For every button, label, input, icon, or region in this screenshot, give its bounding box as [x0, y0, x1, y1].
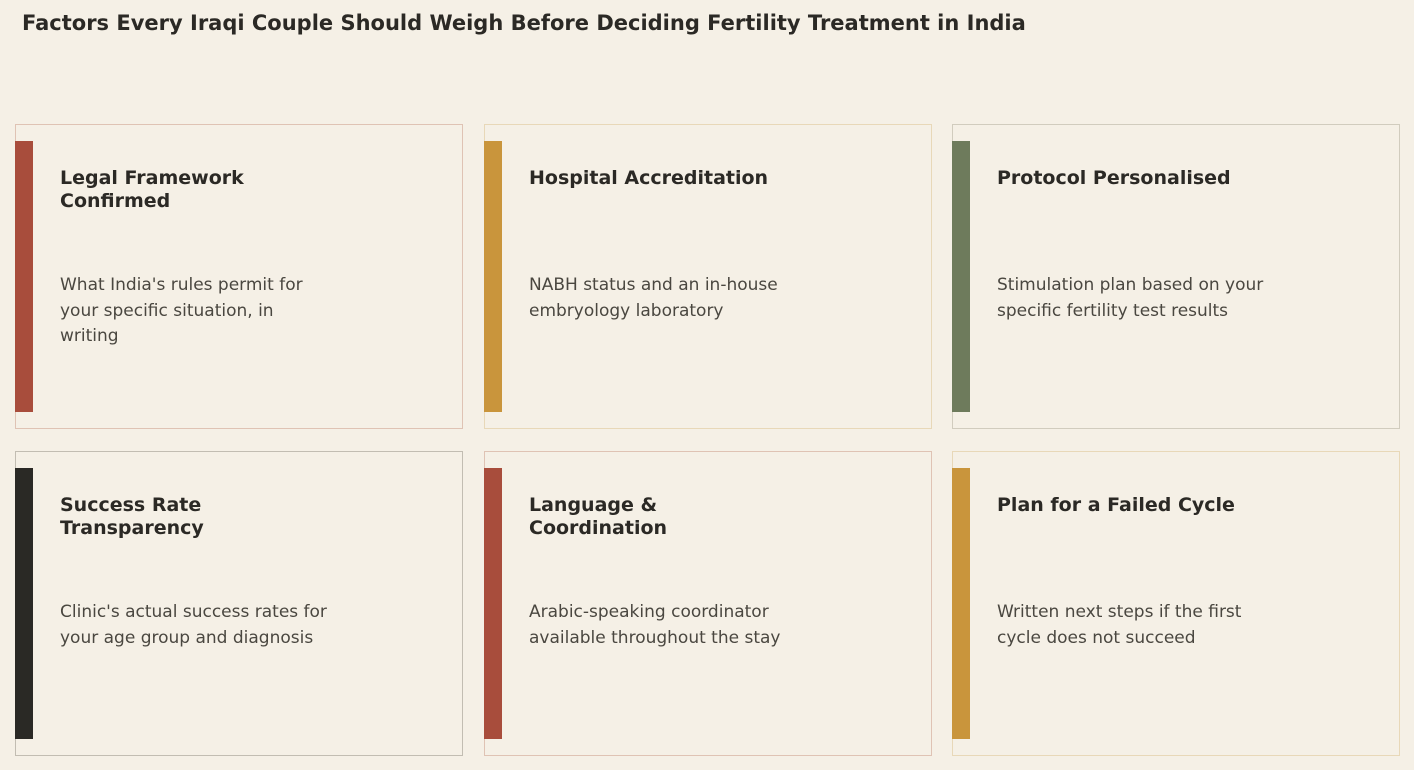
card-accent-bar — [484, 468, 502, 739]
card-accent-bar — [15, 468, 33, 739]
card-description: Clinic's actual success rates for your a… — [60, 602, 327, 648]
page-title: Factors Every Iraqi Couple Should Weigh … — [22, 11, 1026, 35]
factor-card-protocol-personalised: Protocol Personalised Stimulation plan b… — [952, 124, 1400, 429]
card-description: Stimulation plan based on your specific … — [997, 275, 1264, 321]
card-title: Success Rate Transparency — [60, 494, 204, 539]
factor-card-language-coordination: Language & Coordination Arabic-speaking … — [484, 451, 932, 756]
card-accent-bar — [952, 468, 970, 739]
card-accent-bar — [484, 141, 502, 412]
card-description: Written next steps if the first cycle do… — [997, 602, 1242, 648]
card-description: Arabic-speaking coordinator available th… — [529, 602, 781, 648]
card-title: Language & Coordination — [529, 494, 668, 539]
card-title: Plan for a Failed Cycle — [997, 494, 1235, 516]
card-accent-bar — [952, 141, 970, 412]
card-title: Legal Framework Confirmed — [60, 167, 244, 212]
card-description: What India's rules permit for your speci… — [60, 275, 303, 346]
factor-card-failed-cycle-plan: Plan for a Failed Cycle Written next ste… — [952, 451, 1400, 756]
card-description: NABH status and an in-house embryology l… — [529, 275, 778, 321]
card-title: Hospital Accreditation — [529, 167, 769, 189]
card-accent-bar — [15, 141, 33, 412]
factor-card-success-rate-transparency: Success Rate Transparency Clinic's actua… — [15, 451, 463, 756]
factor-card-hospital-accreditation: Hospital Accreditation NABH status and a… — [484, 124, 932, 429]
factor-card-legal-framework: Legal Framework Confirmed What India's r… — [15, 124, 463, 429]
card-title: Protocol Personalised — [997, 167, 1231, 189]
